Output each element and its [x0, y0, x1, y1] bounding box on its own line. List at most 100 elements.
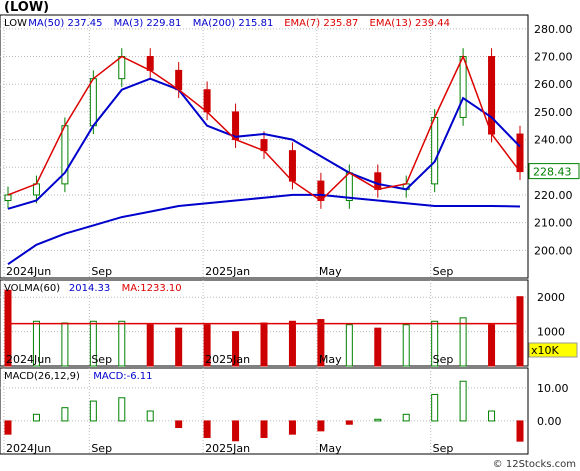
volume-bar: [288, 320, 296, 367]
macd-legend-item: MACD:-6.11: [93, 371, 152, 382]
macd-hist-bar: [260, 420, 268, 438]
candle-body: [459, 56, 467, 118]
x-axis-label: Sep: [91, 353, 112, 366]
price-tick-label: 210.00: [534, 217, 573, 230]
volume-bar: [146, 324, 154, 367]
macd-hist-bar: [459, 380, 467, 422]
price-tick-label: 240.00: [534, 134, 573, 147]
price-tick-label: 220.00: [534, 189, 573, 202]
chart-title: (LOW): [4, 0, 50, 15]
macd-legend-item: MACD(26,12,9): [4, 371, 80, 382]
price-tick-label: 280.00: [534, 23, 573, 36]
volume-unit-box: [528, 342, 578, 358]
price-legend-item: EMA(13) 239.44: [370, 18, 450, 29]
macd-hist-bar: [516, 420, 524, 442]
candle-body: [488, 56, 496, 135]
x-axis-label: Sep: [433, 353, 454, 366]
candle-body: [89, 78, 97, 127]
macd-tick-label: 0.00: [537, 415, 562, 428]
price-tick-label: 260.00: [534, 78, 573, 91]
volume-legend-item: VOLMA(60): [4, 283, 60, 294]
macd-panel: [0, 367, 529, 455]
volume-bar: [203, 324, 211, 367]
x-axis-label: Sep: [91, 442, 112, 455]
volume-bar: [260, 322, 268, 367]
macd-hist-bar: [345, 420, 353, 425]
x-axis-label: 2024Jun: [6, 265, 51, 278]
macd-hist-bar: [175, 420, 183, 429]
candle-body: [118, 56, 126, 80]
x-axis-label: Sep: [433, 265, 454, 278]
macd-hist-bar: [146, 410, 154, 422]
price-tick-label: 270.00: [534, 51, 573, 64]
candle-body: [260, 139, 268, 152]
x-axis-label: Sep: [433, 442, 454, 455]
volume-tick-label: 1000: [537, 326, 565, 339]
volume-bar: [374, 327, 382, 367]
ma200-line: [7, 193, 521, 266]
x-axis-label: 2024Jun: [6, 353, 51, 366]
candle-body: [32, 183, 40, 196]
volume-unit-label: x10K: [531, 344, 560, 357]
x-axis-label: Sep: [91, 265, 112, 278]
volume-bar: [488, 324, 496, 367]
volume-legend-item: MA:1233.10: [122, 283, 182, 294]
price-legend-item: LOW: [4, 18, 27, 29]
volume-bar: [459, 317, 467, 367]
candle-body: [146, 56, 154, 71]
macd-hist-bar: [89, 400, 97, 422]
macd-hist-bar: [488, 410, 496, 422]
macd-hist-bar: [317, 420, 325, 432]
candle-body: [516, 133, 524, 173]
macd-hist-bar: [232, 420, 240, 442]
last-price-box: [528, 163, 580, 180]
volume-legend-item: 2014.33: [69, 283, 110, 294]
macd-hist-bar: [374, 418, 382, 422]
volume-bar: [345, 324, 353, 367]
price-legend-item: MA(3) 229.81: [114, 18, 182, 29]
volume-bar: [89, 320, 97, 367]
candle-body: [4, 194, 12, 201]
x-axis-label: 2025Jan: [205, 353, 250, 366]
x-axis-label: May: [319, 265, 342, 278]
volume-bar: [61, 322, 69, 367]
volume-bar: [516, 296, 524, 367]
price-tick-label: 250.00: [534, 106, 573, 119]
volume-bar: [317, 319, 325, 367]
macd-tick-label: 10.00: [537, 382, 569, 395]
volume-bar: [402, 324, 410, 367]
candle-body: [288, 150, 296, 182]
candle-body: [203, 89, 211, 113]
candle-body: [345, 172, 353, 201]
x-axis-label: May: [319, 353, 342, 366]
macd-hist-bar: [431, 393, 439, 422]
price-legend-item: EMA(7) 235.87: [284, 18, 358, 29]
volume-bar: [4, 289, 12, 367]
volume-bar: [175, 327, 183, 367]
macd-hist-bar: [288, 420, 296, 435]
macd-hist-bar: [32, 413, 40, 422]
macd-hist-bar: [203, 420, 211, 438]
volume-bar: [32, 320, 40, 367]
ema-line: [7, 54, 521, 202]
candle-body: [431, 116, 439, 185]
volume-bar: [232, 331, 240, 367]
macd-hist-bar: [4, 420, 12, 435]
macd-hist-bar: [61, 407, 69, 422]
macd-hist-bar: [118, 397, 126, 422]
x-axis-label: 2025Jan: [205, 265, 250, 278]
price-legend-item: MA(200) 215.81: [193, 18, 274, 29]
x-axis-label: 2025Jan: [205, 442, 250, 455]
last-price-label: 228.43: [533, 166, 572, 179]
ma50-line: [7, 77, 521, 210]
volume-bar: [118, 320, 126, 367]
volume-bar: [431, 320, 439, 367]
candle-body: [374, 172, 382, 190]
volume-tick-label: 2000: [537, 291, 565, 304]
x-axis-label: May: [319, 442, 342, 455]
x-axis-label: 2024Jun: [6, 442, 51, 455]
price-tick-label: 200.00: [534, 244, 573, 257]
credit-text: © 12Stocks.com: [492, 459, 576, 470]
macd-hist-bar: [402, 413, 410, 422]
